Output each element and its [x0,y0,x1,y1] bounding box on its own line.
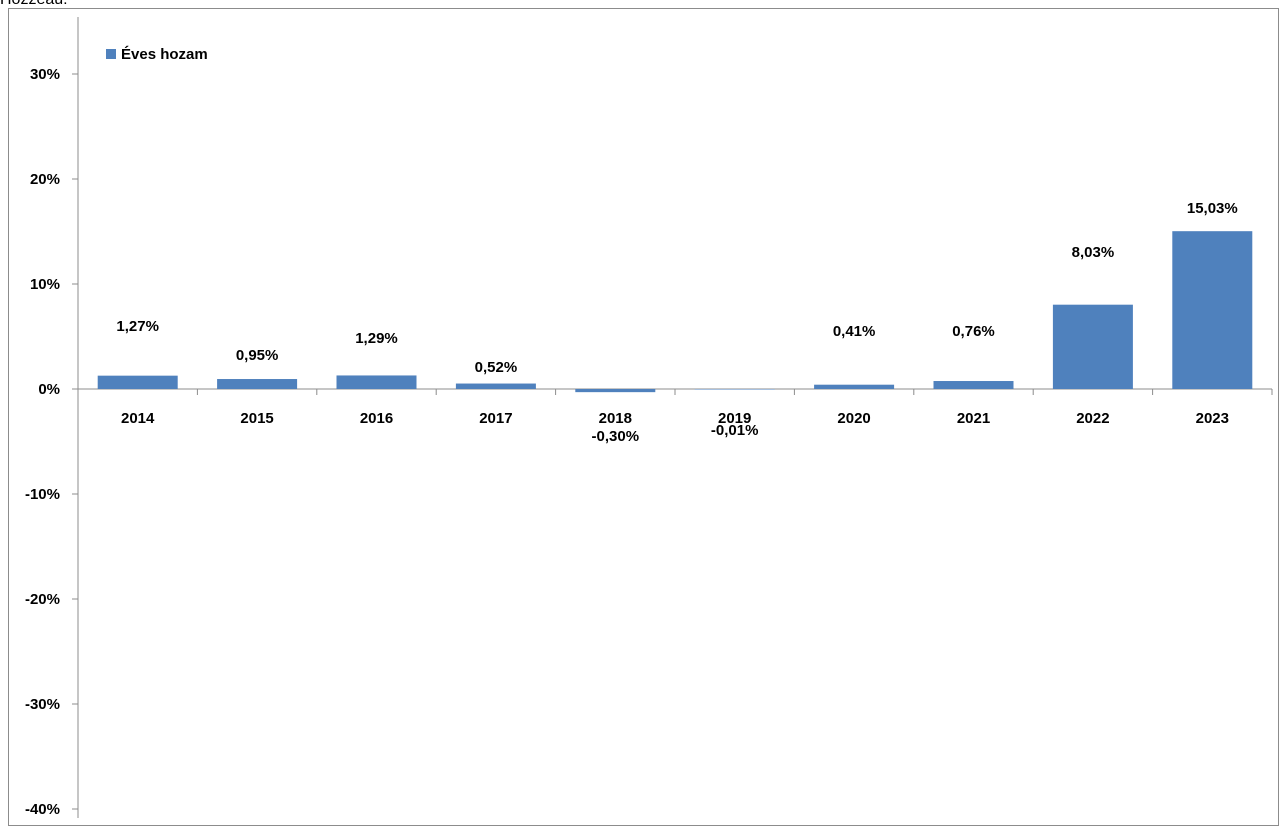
bar [217,379,298,389]
y-tick-label: -10% [25,486,60,503]
legend-label: Éves hozam [121,46,208,63]
bar [814,384,895,389]
data-label: 1,29% [355,330,398,347]
bar [1052,304,1133,389]
x-tick-label: 2016 [360,410,393,427]
y-tick-label: 30% [30,66,60,83]
y-tick-label: -30% [25,696,60,713]
bar [336,375,417,389]
y-tick-label: -20% [25,591,60,608]
y-tick-label: 0% [38,381,60,398]
bar [694,389,775,390]
legend-swatch [106,49,116,59]
y-axis: 30% 20% 10% 0% -10% -20% -30% -40% [25,17,79,818]
x-tick-label: 2020 [837,410,870,427]
x-axis: 2014 2015 2016 2017 2018 2019 2020 2021 2022 2023 [77,388,1273,427]
x-tick-label: 2019 [718,410,751,427]
data-label: 15,03% [1187,200,1238,217]
x-tick-label: 2023 [1196,410,1229,427]
x-tick-label: 2015 [240,410,273,427]
data-labels: 1,27% 0,95% 1,29% 0,52% -0,30% -0,01% 0,41% 0,7… [116,200,1237,445]
data-label: -0,30% [592,428,640,445]
x-tick-label: 2021 [957,410,990,427]
data-label: 0,41% [833,323,876,340]
bar [1172,231,1253,389]
y-tick-label: 20% [30,171,60,188]
legend: Éves hozam [106,46,208,63]
data-label: 0,95% [236,347,279,364]
bar [97,375,178,389]
x-tick-label: 2017 [479,410,512,427]
bar [455,383,536,389]
data-label: 0,76% [952,323,995,340]
data-label: 8,03% [1072,244,1115,261]
data-label: 0,52% [475,359,518,376]
bars [97,231,1253,393]
y-tick-label: -40% [25,801,60,818]
x-tick-label: 2014 [121,410,155,427]
data-label: 1,27% [116,318,159,335]
bar [575,389,656,393]
cut-off-caption: Hozzeau: [0,0,68,9]
y-tick-label: 10% [30,276,60,293]
data-label: -0,01% [711,422,759,439]
bar [933,381,1014,389]
chart-frame [8,8,1279,826]
x-tick-label: 2022 [1076,410,1109,427]
x-tick-label: 2018 [599,410,632,427]
